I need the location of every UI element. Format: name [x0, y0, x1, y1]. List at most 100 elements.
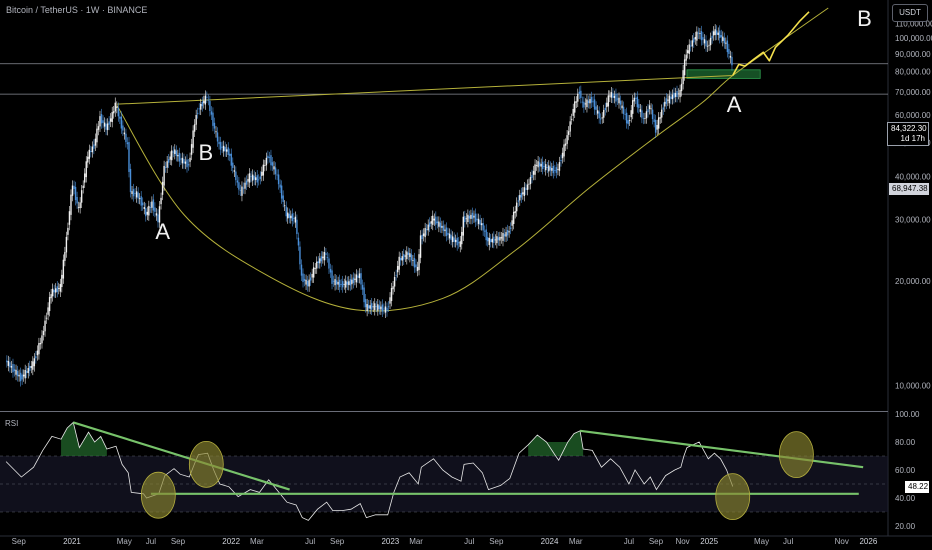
- candle-body: [717, 32, 719, 36]
- candle-body: [430, 221, 432, 224]
- candle-body: [485, 229, 487, 241]
- candle-body: [16, 371, 19, 377]
- candle-body: [624, 114, 626, 116]
- candle-body: [407, 252, 410, 255]
- candle-body: [491, 238, 494, 243]
- resistance-trendline: [116, 75, 733, 105]
- candle-body: [396, 266, 399, 273]
- candle-body: [662, 107, 664, 110]
- candle-body: [693, 38, 695, 43]
- candle-body: [670, 96, 672, 99]
- candle-body: [520, 192, 523, 198]
- candle-body: [392, 286, 394, 290]
- candle-body: [578, 91, 581, 94]
- candle-body: [119, 116, 121, 119]
- candle-body: [424, 228, 426, 238]
- candle-body: [561, 152, 564, 159]
- candle-body: [468, 215, 471, 219]
- level-price-tag: 68,947.38: [889, 183, 929, 195]
- candle-body: [93, 144, 95, 149]
- candle-body: [595, 106, 597, 110]
- candle-body: [706, 45, 709, 47]
- candle-body: [157, 214, 159, 223]
- candle-body: [412, 260, 414, 261]
- candle-body: [303, 279, 306, 281]
- candle-body: [612, 93, 614, 98]
- candle-body: [537, 161, 539, 168]
- candle-body: [296, 219, 298, 235]
- candle-body: [210, 111, 213, 115]
- candle-body: [277, 174, 280, 185]
- candle-body: [80, 190, 83, 203]
- candle-body: [317, 261, 319, 263]
- candle-body: [712, 31, 715, 36]
- candle-body: [233, 170, 236, 172]
- candle-body: [276, 174, 278, 176]
- candle-body: [487, 237, 489, 242]
- candle-body: [552, 165, 555, 174]
- candle-body: [338, 279, 341, 288]
- candle-body: [258, 179, 260, 181]
- candle-body: [222, 145, 225, 152]
- candle-body: [628, 120, 631, 122]
- candle-body: [456, 237, 458, 246]
- y-tick-label: 100,000.00: [895, 34, 932, 43]
- candle-body: [146, 211, 149, 215]
- candle-body: [254, 177, 257, 181]
- candle-body: [656, 124, 658, 130]
- rsi-label: RSI: [5, 419, 19, 428]
- candle-body: [114, 102, 116, 112]
- candle-body: [638, 104, 640, 109]
- candle-body: [126, 142, 129, 145]
- candle-body: [464, 216, 466, 223]
- candle-body: [454, 239, 457, 243]
- candle-body: [331, 270, 333, 284]
- candle-body: [279, 184, 281, 188]
- candle-body: [419, 235, 422, 258]
- candle-body: [178, 152, 181, 162]
- candle-body: [271, 162, 274, 166]
- candle-body: [38, 343, 40, 355]
- rsi-tick-label: 60.00: [895, 466, 916, 475]
- candle-body: [659, 117, 661, 119]
- candle-body: [103, 122, 106, 127]
- candle-body: [580, 90, 582, 99]
- candle-body: [519, 195, 521, 201]
- candle-body: [305, 279, 307, 285]
- candle-body: [117, 107, 120, 117]
- candle-body: [68, 211, 71, 225]
- candle-body: [282, 195, 284, 202]
- candle-body: [633, 97, 635, 102]
- candle-body: [26, 371, 28, 373]
- candle-body: [22, 374, 25, 377]
- candle-body: [90, 151, 92, 152]
- candle-body: [683, 59, 686, 76]
- candle-body: [171, 150, 173, 161]
- candle-body: [490, 239, 492, 243]
- candle-body: [590, 96, 593, 103]
- y-tick-label: 70,000.00: [895, 88, 931, 97]
- candle-body: [439, 222, 442, 228]
- candle-body: [719, 30, 721, 39]
- candle-body: [323, 251, 326, 261]
- candle-body: [300, 264, 303, 276]
- x-tick-label: 2021: [63, 537, 81, 546]
- candle-body: [299, 246, 301, 265]
- candle-body: [367, 305, 370, 309]
- candle-body: [45, 317, 48, 319]
- projection-path: [732, 11, 810, 76]
- candle-body: [685, 54, 687, 61]
- candle-body: [445, 227, 448, 236]
- candle-body: [447, 232, 449, 235]
- currency-button[interactable]: USDT: [892, 4, 928, 22]
- candle-body: [567, 131, 570, 135]
- candle-body: [102, 120, 104, 123]
- rsi-highlight-circle: [715, 473, 751, 521]
- candle-body: [708, 44, 710, 46]
- rsi-overbought-fill: [528, 430, 584, 456]
- candle-body: [42, 331, 45, 336]
- candle-body: [198, 108, 200, 110]
- candle-body: [377, 304, 379, 311]
- candle-body: [720, 35, 722, 38]
